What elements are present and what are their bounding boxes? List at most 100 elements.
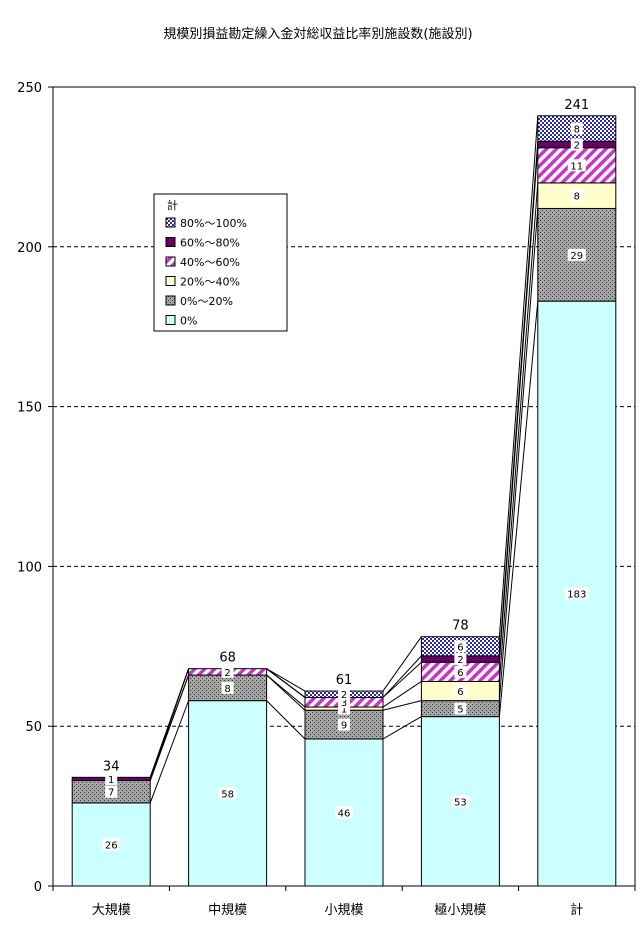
data-label: 8 [224, 684, 230, 695]
data-label: 6 [457, 687, 463, 698]
data-label-bg [105, 785, 118, 798]
series-line [382, 636, 422, 692]
data-label-bg [454, 640, 467, 653]
data-label-bg [338, 688, 350, 701]
series-line [266, 674, 306, 708]
data-label-bg [221, 681, 234, 694]
data-label: 183 [567, 590, 586, 601]
legend-swatch [165, 315, 176, 325]
data-label: 3 [341, 698, 347, 709]
chart-title: 規模別損益勘定繰入金対総収益比率別施設数(施設別) [163, 26, 472, 42]
series-line [266, 700, 306, 740]
series-line [382, 655, 422, 698]
data-label: 8 [574, 125, 580, 136]
data-label: 6 [457, 642, 463, 653]
legend-label: 20%～40% [180, 276, 240, 289]
series-line [266, 668, 306, 698]
x-tick-label: 計 [570, 902, 583, 918]
series-line [498, 301, 539, 717]
legend-label: 80%～100% [180, 217, 247, 230]
axes-layer: 0 50 100 150 200 250 大規模 中規模 小規模 極小規模 計 [17, 81, 636, 918]
legend-label: 0% [180, 315, 197, 328]
x-tick-label: 小規模 [324, 903, 363, 918]
total-label: 241 [564, 98, 589, 113]
data-label-bg [564, 587, 589, 600]
data-label: 2 [341, 690, 347, 701]
series-line [266, 668, 306, 692]
total-label: 78 [452, 619, 469, 634]
data-label: 2 [224, 668, 230, 679]
data-label-bg [570, 189, 583, 202]
legend-swatch [165, 217, 176, 228]
y-tick-label: 0 [34, 880, 42, 895]
series-line [498, 141, 539, 656]
data-label: 53 [454, 797, 467, 808]
legend: 計 80%～100% 60%～80% 40%～60% 20%～40% 0%～20% 0% [153, 193, 288, 332]
y-tick-label: 150 [17, 401, 42, 416]
series-lines-layer [149, 115, 539, 804]
data-label: 5 [457, 705, 463, 716]
data-label-bg [454, 702, 467, 715]
total-label: 34 [103, 759, 120, 774]
data-label: 26 [105, 840, 118, 851]
series-line [149, 700, 190, 804]
data-label-bg [454, 665, 467, 678]
legend-swatch [165, 256, 176, 267]
data-label: 29 [570, 251, 583, 262]
legend-label: 60%～80% [180, 237, 240, 250]
x-tick-label: 中規模 [208, 903, 247, 918]
legend-swatch [165, 237, 176, 247]
data-label-bg [570, 122, 583, 135]
y-tick-label: 50 [25, 720, 42, 735]
y-tick-label: 100 [17, 560, 42, 575]
bars-layer [71, 115, 617, 887]
legend-swatch [165, 276, 176, 286]
data-label-bg [218, 787, 237, 800]
series-line [382, 716, 422, 740]
data-label: 2 [457, 655, 463, 666]
legend-title: 計 [167, 198, 178, 212]
data-label-bg [567, 159, 586, 172]
legend-box [153, 193, 288, 332]
data-label-bg [454, 653, 467, 666]
data-label: 7 [108, 788, 114, 799]
data-label: 1 [108, 775, 114, 786]
series-line [498, 182, 539, 682]
data-label-bg [102, 838, 121, 851]
series-line [498, 115, 539, 637]
data-label-bg [221, 665, 234, 678]
series-line [382, 700, 422, 711]
y-tick-label: 200 [17, 241, 42, 256]
y-tick-label: 250 [17, 81, 42, 96]
bar-segment [537, 182, 617, 209]
total-label: 61 [336, 673, 353, 688]
series-line [382, 681, 422, 708]
data-label: 6 [457, 668, 463, 679]
series-line [382, 661, 422, 698]
x-tick-label: 極小規模 [434, 902, 486, 918]
x-tick-label: 大規模 [92, 903, 131, 918]
series-line [149, 668, 190, 778]
data-label: 9 [341, 721, 347, 732]
legend-label: 0%～20% [180, 295, 233, 308]
data-label-bg [335, 806, 353, 819]
data-label: 2 [574, 141, 580, 152]
data-label: 8 [574, 192, 580, 203]
data-label-bg [451, 795, 470, 808]
data-label-bg [570, 138, 583, 151]
labels-layer: 2658465318378952916823611122268346861782… [102, 98, 589, 851]
data-label: 11 [570, 161, 583, 172]
series-line [498, 208, 539, 701]
legend-swatch [165, 295, 176, 306]
data-label: 58 [221, 789, 234, 800]
legend-label: 40%～60% [180, 256, 240, 269]
data-label-bg [338, 718, 350, 731]
data-label-bg [567, 248, 586, 261]
data-label-bg [454, 685, 467, 698]
data-label: 1 [341, 705, 347, 716]
data-label-bg [105, 772, 118, 785]
total-label: 68 [219, 651, 236, 666]
data-label: 46 [338, 808, 351, 819]
